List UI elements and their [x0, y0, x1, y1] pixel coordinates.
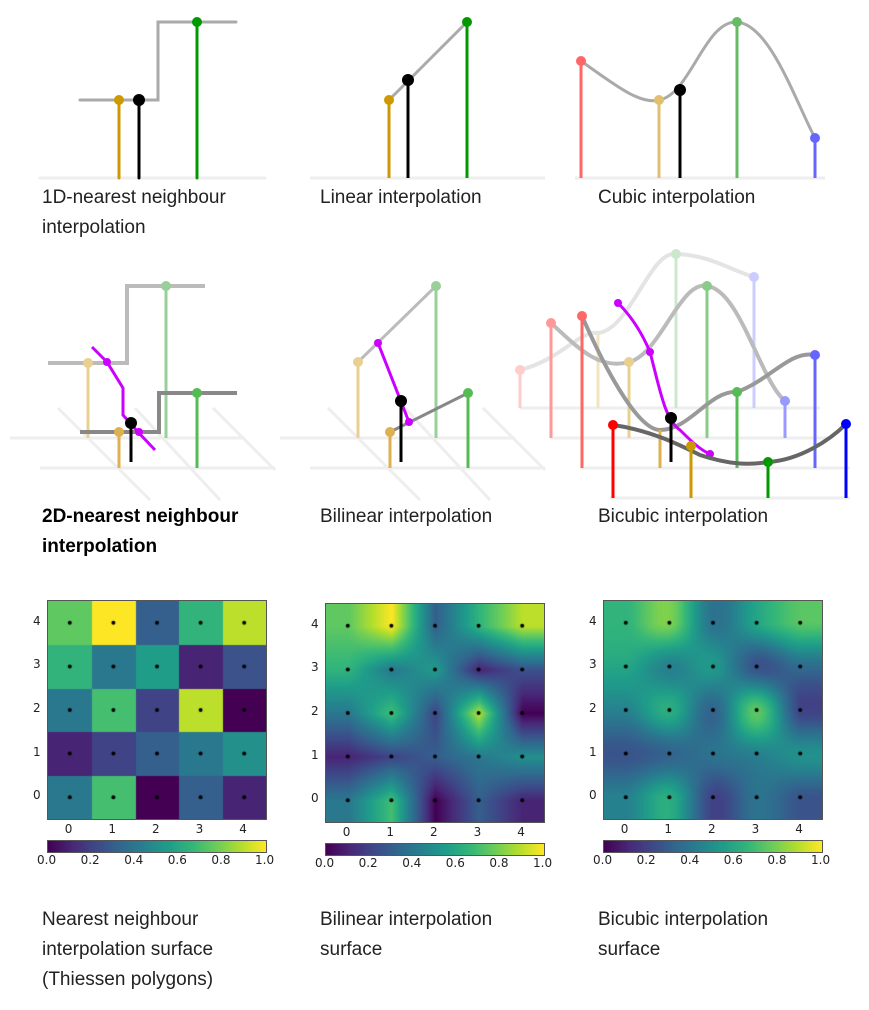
caption-cubic: Cubic interpolation: [598, 187, 756, 208]
colorbar-tick-label: 0.0: [315, 856, 335, 870]
caption-nearest-1d: 1D-nearest neighbour interpolation: [42, 187, 226, 238]
colorbar-tick-label: 0.2: [636, 853, 656, 867]
caption-nearest-surface: Nearest neighbour interpolation surface …: [42, 909, 214, 990]
caption-bilinear: Bilinear interpolation: [320, 506, 493, 527]
colorbar-tick-label: 0.8: [211, 853, 231, 867]
interpolation-diagrams: [10, 17, 851, 502]
x-tick-label: 1: [664, 822, 673, 836]
y-tick-label: 4: [589, 613, 597, 628]
colorbar-tick-label: 0.6: [445, 856, 465, 870]
colorbar-tick-label: 1.0: [533, 856, 553, 870]
x-tick-label: 4: [517, 825, 525, 839]
bicubic-diagram: [515, 249, 851, 500]
caption-bilinear-surface: Bilinear interpolation surface: [320, 909, 493, 960]
y-tick-label: 3: [589, 657, 597, 672]
y-tick-label: 3: [311, 660, 319, 675]
y-tick-label: 2: [311, 704, 319, 718]
y-tick-label: 0: [33, 788, 41, 803]
colorbar-tick-label: 0.4: [402, 856, 422, 870]
x-tick-label: 0: [342, 825, 351, 839]
y-tick-label: 1: [311, 747, 319, 762]
x-tick-label: 3: [473, 825, 482, 839]
linear-diagram: [310, 17, 545, 180]
y-tick-label: 0: [589, 788, 597, 803]
x-tick-label: 4: [795, 822, 803, 836]
y-tick-label: 3: [33, 657, 41, 672]
x-tick-label: 0: [64, 822, 73, 836]
x-tick-label: 0: [620, 822, 629, 836]
colorbar-tick-label: 0.2: [358, 856, 378, 870]
x-tick-label: 3: [195, 822, 204, 836]
bicubic-surface-image: [603, 600, 823, 820]
x-tick-label: 1: [108, 822, 117, 836]
colorbar-tick-label: 0.4: [124, 853, 144, 867]
x-tick-label: 2: [152, 822, 160, 836]
colorbar-tick-label: 0.8: [489, 856, 509, 870]
colorbar-tick-label: 0.8: [767, 853, 787, 867]
nearest-1d-diagram: [38, 17, 267, 180]
colorbar-tick-label: 0.6: [723, 853, 743, 867]
colorbar-tick-label: 1.0: [255, 853, 275, 867]
colorbar-tick-label: 1.0: [811, 853, 831, 867]
caption-linear: Linear interpolation: [320, 187, 482, 208]
caption-nearest-2d: 2D-nearest neighbour interpolation: [42, 506, 239, 557]
colorbar: [47, 840, 267, 853]
colorbar-tick-label: 0.4: [680, 853, 700, 867]
colorbar-tick-label: 0.0: [593, 853, 613, 867]
x-tick-label: 3: [751, 822, 760, 836]
bilinear-diagram: [280, 281, 547, 502]
colorbar: [325, 843, 545, 856]
cubic-diagram: [575, 17, 825, 180]
y-tick-label: 4: [33, 613, 41, 628]
x-tick-label: 1: [386, 825, 395, 839]
x-tick-label: 4: [239, 822, 247, 836]
x-tick-label: 2: [430, 825, 438, 839]
y-tick-label: 1: [33, 744, 41, 759]
colorbar-tick-label: 0.2: [80, 853, 100, 867]
caption-bicubic-surface: Bicubic interpolation surface: [598, 909, 769, 960]
nearest-2d-diagram: [10, 281, 277, 502]
y-tick-label: 0: [311, 791, 319, 806]
colorbar-tick-label: 0.0: [37, 853, 57, 867]
y-tick-label: 2: [33, 701, 41, 715]
y-tick-label: 1: [589, 744, 597, 759]
y-tick-label: 2: [589, 701, 597, 715]
x-tick-label: 2: [708, 822, 716, 836]
colorbar: [603, 840, 823, 853]
colorbar-tick-label: 0.6: [167, 853, 187, 867]
bilinear-surface-image: [325, 603, 545, 823]
caption-bicubic: Bicubic interpolation: [598, 506, 769, 527]
nearest-surface-image: [47, 600, 267, 820]
y-tick-label: 4: [311, 616, 319, 631]
